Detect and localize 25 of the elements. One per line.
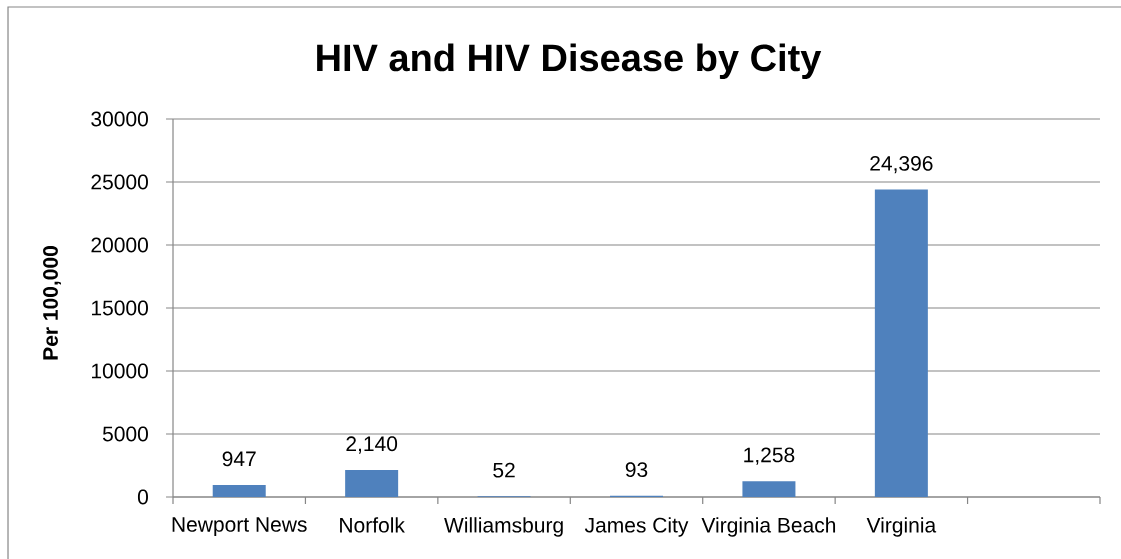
- data-label: 52: [493, 462, 515, 478]
- x-tick-label: Newport News: [172, 517, 307, 536]
- y-tick-label: 25000: [91, 174, 148, 190]
- x-tick-label: Williamsburg: [444, 517, 563, 537]
- data-label: 24,396: [870, 155, 933, 174]
- bar: [742, 481, 796, 497]
- y-tick-label: 20000: [91, 237, 148, 253]
- y-tick-label: 5000: [102, 426, 148, 442]
- bar: [345, 470, 399, 497]
- y-tick-label: 10000: [92, 363, 148, 379]
- data-label: 947: [222, 451, 256, 467]
- x-tick-label: Norfolk: [340, 517, 405, 533]
- bar: [874, 189, 928, 497]
- bar: [212, 485, 266, 497]
- x-tick-label: James City: [584, 517, 689, 537]
- y-axis-title: Per 100,000: [43, 246, 61, 360]
- data-label: 2,140: [346, 436, 398, 454]
- data-label: 1,258: [744, 447, 795, 465]
- x-tick-label: Virginia Beach: [701, 517, 836, 537]
- y-tick-label: 15000: [92, 300, 148, 316]
- x-tick-label: Virginia: [866, 517, 937, 537]
- chart-title: HIV and HIV Disease by City: [317, 43, 822, 79]
- y-tick-label: 0: [137, 489, 148, 505]
- data-label: 93: [625, 462, 648, 478]
- y-tick-label: 30000: [91, 111, 148, 127]
